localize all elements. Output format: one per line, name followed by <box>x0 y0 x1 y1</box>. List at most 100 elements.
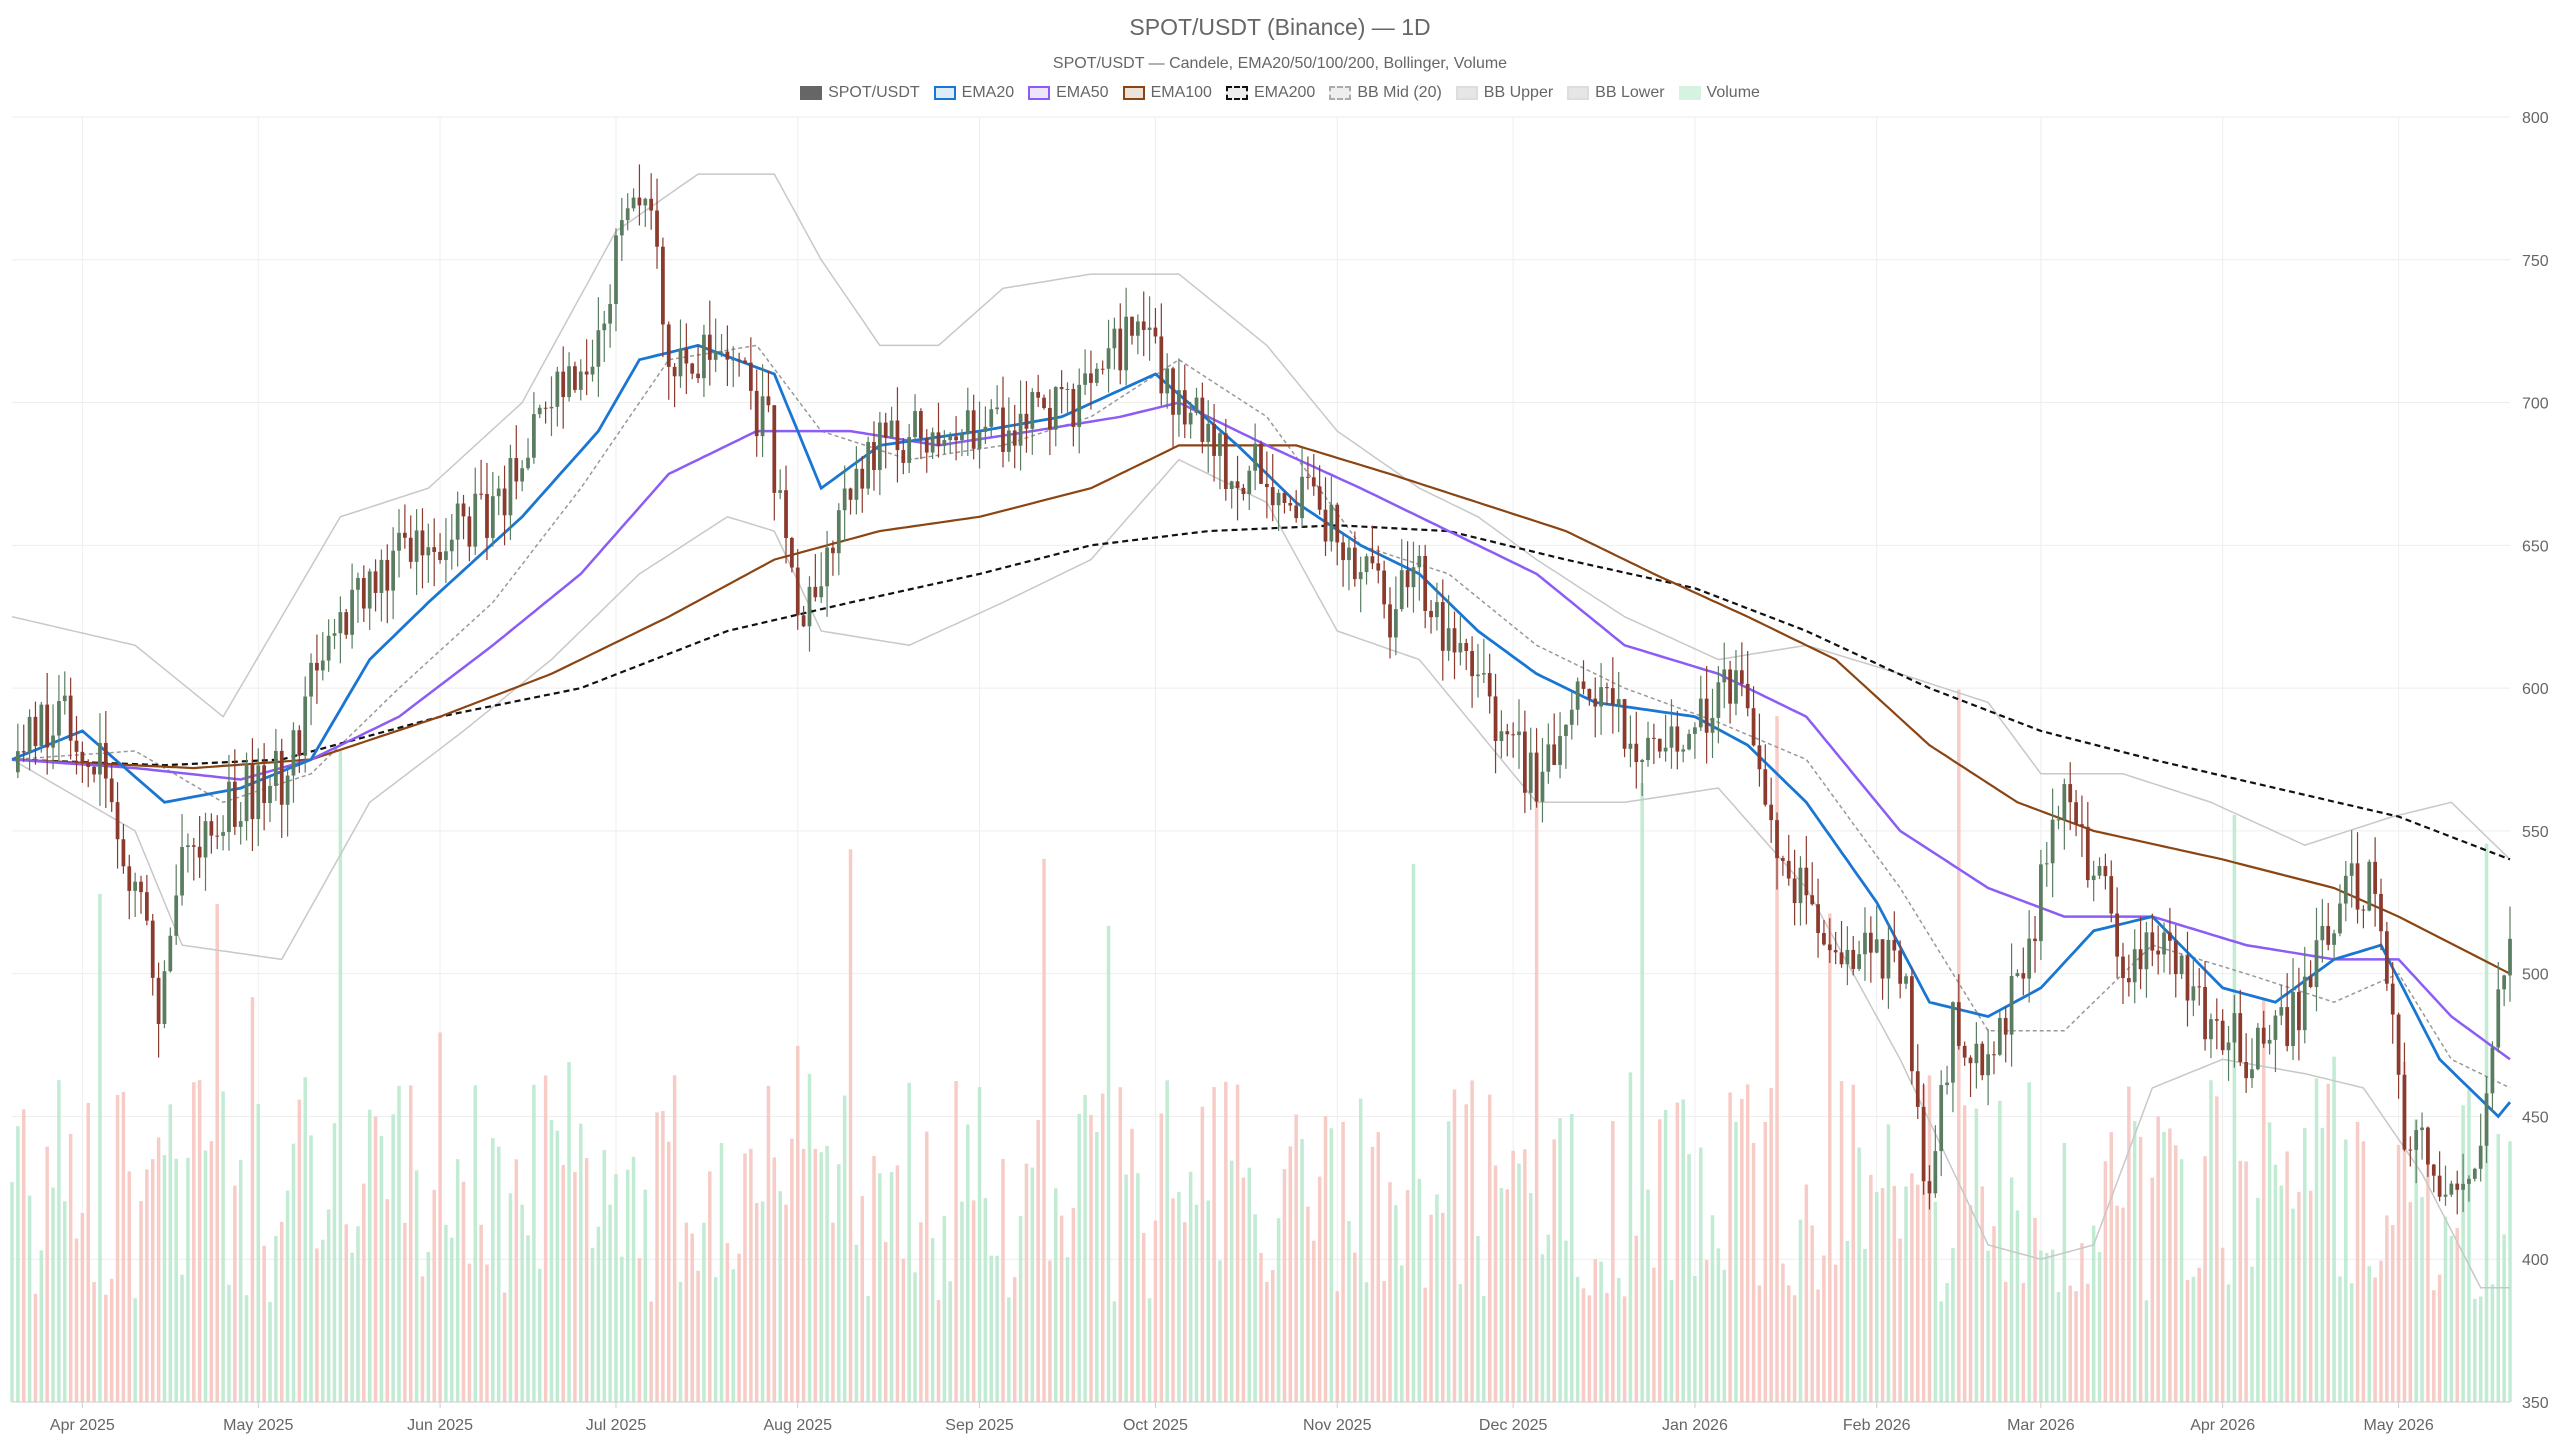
volume-bar <box>1259 1253 1263 1402</box>
legend-item-0[interactable]: SPOT/USDT <box>800 84 920 102</box>
volume-bar <box>2015 1210 2020 1402</box>
volume-bar <box>1347 1221 1351 1402</box>
candle-body <box>1481 673 1486 675</box>
candle-body <box>678 348 683 377</box>
candle-body <box>461 503 466 517</box>
candle-body <box>103 742 108 779</box>
volume-bar <box>1288 1146 1293 1402</box>
volume-bar <box>1681 1099 1685 1402</box>
volume-bar <box>244 1295 249 1402</box>
volume-bar <box>408 1085 413 1402</box>
volume-bar <box>2490 1284 2495 1402</box>
volume-bar <box>936 1299 941 1402</box>
volume-bar <box>907 1082 911 1402</box>
volume-bar <box>1552 1139 1556 1402</box>
candle-body <box>1165 368 1170 394</box>
volume-bar <box>2344 1139 2348 1402</box>
volume-bar <box>1065 1257 1070 1402</box>
legend-swatch <box>1567 86 1590 100</box>
legend-item-8[interactable]: Volume <box>1678 84 1760 102</box>
volume-bar <box>426 1252 431 1402</box>
volume-bar <box>1247 1167 1252 1402</box>
candle-body <box>1470 651 1474 677</box>
volume-bar <box>1382 1280 1386 1402</box>
candle-body <box>1464 643 1469 652</box>
candle-body <box>608 304 612 324</box>
volume-bar <box>1241 1177 1246 1402</box>
candle-body <box>232 781 237 827</box>
volume-bar <box>971 1200 976 1402</box>
x-tick-label: Jul 2025 <box>586 1417 647 1434</box>
volume-bar <box>807 1073 812 1402</box>
volume-bar <box>1945 1283 1949 1402</box>
candle-body <box>895 420 900 451</box>
candle-body <box>1306 476 1310 478</box>
candle-body <box>2056 819 2061 821</box>
volume-bar <box>403 1222 407 1402</box>
candle-body <box>367 571 372 609</box>
candle-body <box>2062 784 2067 820</box>
x-tick-label: Mar 2026 <box>2007 1417 2075 1434</box>
candle-body <box>209 821 214 836</box>
candle-body <box>2396 1014 2401 1075</box>
legend-item-4[interactable]: EMA200 <box>1225 84 1315 102</box>
legend-item-3[interactable]: EMA100 <box>1122 84 1212 102</box>
candle-body <box>631 197 636 209</box>
volume-bar <box>1153 1220 1158 1402</box>
candle-body <box>291 730 296 776</box>
volume-bar <box>1775 716 1779 1402</box>
legend-item-6[interactable]: BB Upper <box>1455 84 1553 102</box>
volume-bar <box>1898 1238 1902 1402</box>
candle-body <box>1622 699 1627 749</box>
candle-body <box>2197 986 2202 988</box>
volume-bar <box>690 1233 694 1402</box>
volume-bar <box>104 1294 108 1402</box>
volume-bar <box>2168 1128 2172 1402</box>
candle-body <box>1106 348 1111 369</box>
candle-body <box>361 577 366 609</box>
volume-bar <box>579 1123 583 1402</box>
volume-bar <box>1716 1248 1721 1402</box>
candle-body <box>778 490 783 493</box>
volume-bar <box>743 1153 747 1402</box>
candle-body <box>1089 373 1093 383</box>
candle-body <box>57 701 61 736</box>
legend-item-1[interactable]: EMA20 <box>933 84 1014 102</box>
candle-body <box>1083 373 1087 385</box>
candle-body <box>432 547 437 552</box>
candle-body <box>1018 413 1023 446</box>
candle-body <box>1264 483 1269 488</box>
volume-bar <box>1939 1301 1943 1402</box>
candle-body <box>2232 1013 2237 1043</box>
volume-bar <box>2091 1225 2096 1402</box>
candle-body <box>1728 669 1732 704</box>
volume-bar <box>508 1193 513 1402</box>
volume-bar <box>1077 1113 1081 1402</box>
volume-bar <box>150 1159 155 1402</box>
legend-swatch <box>1122 86 1145 100</box>
candle-body <box>684 348 689 364</box>
candle-body <box>1874 939 1879 953</box>
candle-body <box>1458 643 1463 653</box>
candle-body <box>1792 878 1797 904</box>
volume-bar <box>2279 1185 2284 1402</box>
volume-bar <box>2432 1290 2436 1402</box>
volume-bar <box>2056 1292 2061 1402</box>
candle-body <box>2320 926 2325 941</box>
candle-body <box>1710 717 1715 733</box>
candle-body <box>1259 443 1263 484</box>
legend-item-5[interactable]: BB Mid (20) <box>1329 84 1442 102</box>
candle-body <box>901 450 906 463</box>
chart-title: SPOT/USDT (Binance) — 1D <box>1129 14 1431 40</box>
volume-bar <box>1294 1114 1298 1402</box>
candle-body <box>2426 1127 2430 1165</box>
volume-bar <box>2420 1197 2424 1402</box>
candle-body <box>174 895 179 936</box>
legend-item-7[interactable]: BB Lower <box>1567 84 1665 102</box>
volume-bar <box>1165 1080 1169 1402</box>
candle-body <box>907 437 912 463</box>
volume-bar <box>274 1235 278 1402</box>
candle-body <box>1440 602 1445 651</box>
legend-item-2[interactable]: EMA50 <box>1028 84 1109 102</box>
